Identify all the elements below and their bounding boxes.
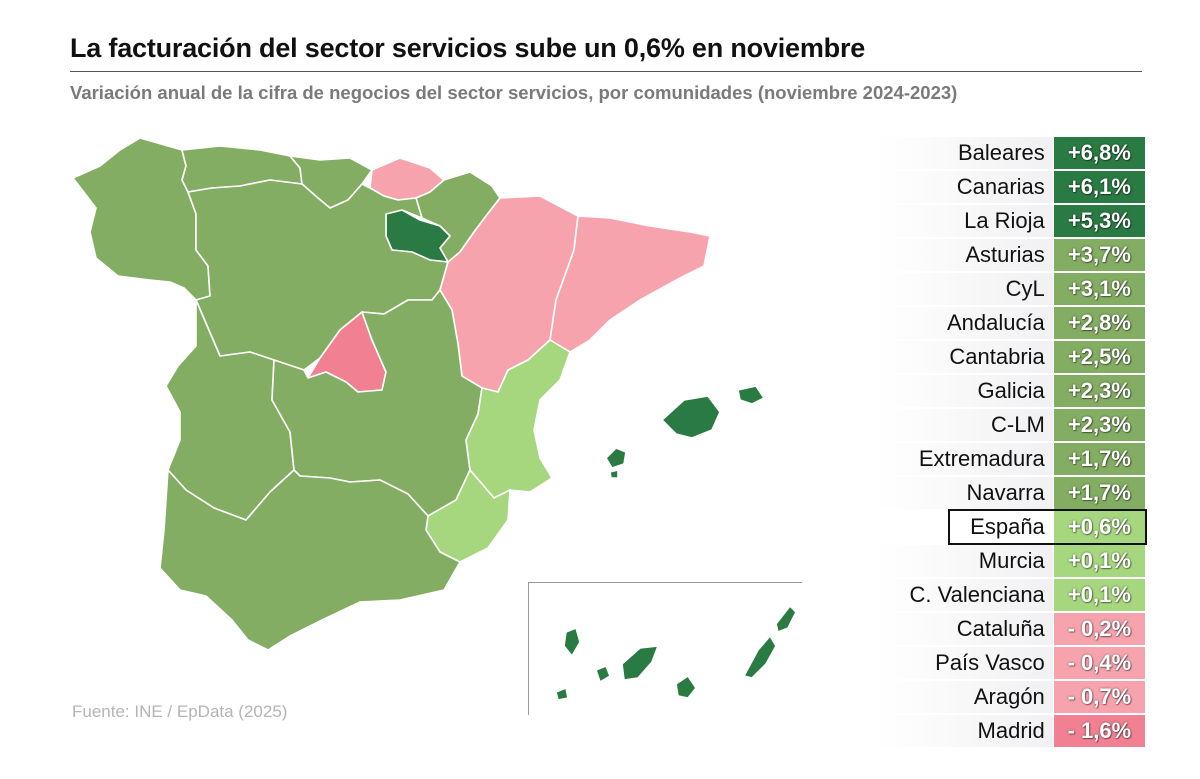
region-andalucia	[159, 469, 461, 651]
region-value: - 0,7%	[1053, 681, 1145, 713]
region-canarias-la-palma	[563, 627, 581, 657]
region-value: +6,8%	[1053, 137, 1145, 169]
region-value: +1,7%	[1053, 477, 1145, 509]
table-row: Extremadura +1,7%	[875, 442, 1145, 476]
canarias-inset-frame	[528, 582, 802, 715]
region-value: +6,1%	[1053, 171, 1145, 203]
region-label: Asturias	[875, 239, 1053, 271]
region-label: Extremadura	[875, 443, 1053, 475]
table-row: País Vasco - 0,4%	[875, 646, 1145, 680]
region-value: +3,7%	[1053, 239, 1145, 271]
region-baleares-formentera	[609, 469, 619, 479]
table-row: CyL +3,1%	[875, 272, 1145, 306]
table-row: Galicia +2,3%	[875, 374, 1145, 408]
region-canarias-la-gomera	[595, 665, 611, 683]
chart-subtitle: Variación anual de la cifra de negocios …	[70, 82, 958, 103]
table-row: Navarra +1,7%	[875, 476, 1145, 510]
table-row: Canarias +6,1%	[875, 170, 1145, 204]
region-baleares-ibiza	[605, 447, 627, 469]
region-label: Baleares	[875, 137, 1053, 169]
region-value: - 1,6%	[1053, 715, 1145, 747]
region-canarias-tenerife	[621, 645, 659, 681]
table-row: Cantabria +2,5%	[875, 340, 1145, 374]
region-value: +2,3%	[1053, 375, 1145, 407]
region-label: Andalucía	[875, 307, 1053, 339]
region-value: +0,1%	[1053, 579, 1145, 611]
table-row: Madrid - 1,6%	[875, 714, 1145, 748]
table-row: La Rioja +5,3%	[875, 204, 1145, 238]
region-baleares-mallorca	[661, 395, 721, 439]
table-row: Murcia +0,1%	[875, 544, 1145, 578]
region-label: Cantabria	[875, 341, 1053, 373]
region-label: Madrid	[875, 715, 1053, 747]
spain-map	[72, 137, 797, 701]
region-label: Galicia	[875, 375, 1053, 407]
table-row: Asturias +3,7%	[875, 238, 1145, 272]
chart-title: La facturación del sector servicios sube…	[70, 33, 1142, 72]
region-value: +0,6%	[1053, 511, 1145, 543]
region-value: +2,3%	[1053, 409, 1145, 441]
region-value: +3,1%	[1053, 273, 1145, 305]
region-value: +0,1%	[1053, 545, 1145, 577]
table-row: C-LM +2,3%	[875, 408, 1145, 442]
region-label: País Vasco	[875, 647, 1053, 679]
region-label: CyL	[875, 273, 1053, 305]
region-canarias-gran-canaria	[675, 675, 697, 699]
table-row: Baleares +6,8%	[875, 136, 1145, 170]
source-note: Fuente: INE / EpData (2025)	[72, 702, 288, 721]
table-row: Cataluña - 0,2%	[875, 612, 1145, 646]
region-label: Murcia	[875, 545, 1053, 577]
region-baleares-menorca	[737, 385, 765, 405]
region-value: +5,3%	[1053, 205, 1145, 237]
region-value: +2,5%	[1053, 341, 1145, 373]
region-label: Canarias	[875, 171, 1053, 203]
region-label: La Rioja	[875, 205, 1053, 237]
values-table: Baleares +6,8% Canarias +6,1% La Rioja +5,3% A…	[875, 136, 1147, 748]
table-row: Aragón - 0,7%	[875, 680, 1145, 714]
region-value: - 0,4%	[1053, 647, 1145, 679]
table-row: España +0,6%	[875, 509, 1147, 545]
region-canarias-lanzarote	[775, 605, 797, 633]
region-canarias-fuerteventura	[743, 635, 777, 679]
region-label: C-LM	[875, 409, 1053, 441]
table-row: C. Valenciana +0,1%	[875, 578, 1145, 612]
region-canarias-el-hierro	[555, 687, 569, 701]
region-label: C. Valenciana	[875, 579, 1053, 611]
region-value: - 0,2%	[1053, 613, 1145, 645]
region-cataluna	[549, 215, 711, 353]
region-label: España	[875, 511, 1053, 543]
table-row: Andalucía +2,8%	[875, 306, 1145, 340]
region-label: Aragón	[875, 681, 1053, 713]
region-label: Cataluña	[875, 613, 1053, 645]
region-value: +2,8%	[1053, 307, 1145, 339]
region-label: Navarra	[875, 477, 1053, 509]
region-value: +1,7%	[1053, 443, 1145, 475]
